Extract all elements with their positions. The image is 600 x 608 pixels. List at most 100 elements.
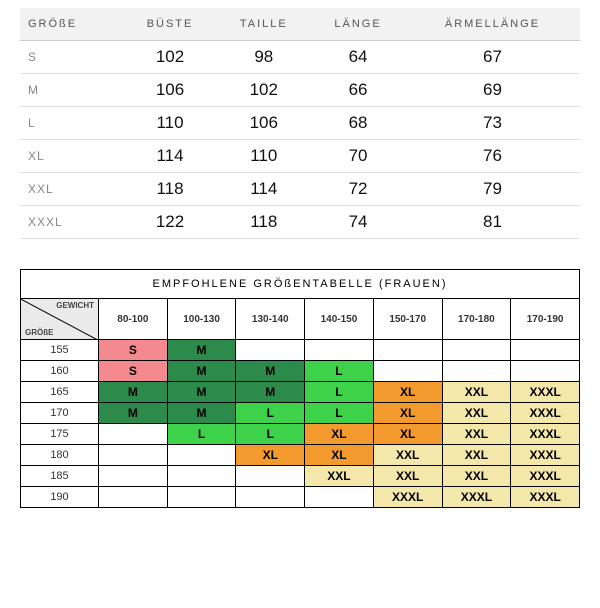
measurements-table: GRÖßE BÜSTE TAILLE LÄNGE ÄRMELLÄNGE S102…	[20, 8, 580, 239]
size-cell: M	[167, 340, 236, 361]
table-row: 175LLXLXLXXLXXXL	[21, 424, 580, 445]
size-cell: L	[236, 424, 305, 445]
diag-height-label: GRÖßE	[25, 328, 53, 337]
col-size: GRÖßE	[20, 8, 124, 41]
size-cell: M	[167, 403, 236, 424]
size-cell: XXXL	[511, 466, 580, 487]
bust-value: 114	[124, 140, 217, 173]
height-label: 170	[21, 403, 99, 424]
measurements-header-row: GRÖßE BÜSTE TAILLE LÄNGE ÄRMELLÄNGE	[20, 8, 580, 41]
size-cell	[442, 340, 511, 361]
col-waist: TAILLE	[216, 8, 311, 41]
size-cell	[305, 487, 374, 508]
length-value: 66	[311, 74, 405, 107]
sleeve-value: 76	[405, 140, 580, 173]
size-cell: S	[99, 340, 168, 361]
table-row: XXL1181147279	[20, 173, 580, 206]
height-label: 160	[21, 361, 99, 382]
bust-value: 122	[124, 206, 217, 239]
waist-value: 102	[216, 74, 311, 107]
weight-col: 100-130	[167, 299, 236, 340]
weight-col: 150-170	[373, 299, 442, 340]
length-value: 70	[311, 140, 405, 173]
size-cell: XXL	[442, 424, 511, 445]
size-cell	[99, 424, 168, 445]
size-cell: XXL	[442, 445, 511, 466]
size-cell: L	[305, 361, 374, 382]
table-row: XXXL1221187481	[20, 206, 580, 239]
waist-value: 114	[216, 173, 311, 206]
size-cell: XXXL	[511, 487, 580, 508]
size-cell: XXXL	[511, 445, 580, 466]
waist-value: 118	[216, 206, 311, 239]
size-value: XL	[20, 140, 124, 173]
size-cell: S	[99, 361, 168, 382]
size-cell: XL	[373, 382, 442, 403]
size-cell	[99, 445, 168, 466]
size-cell: XL	[236, 445, 305, 466]
size-cell	[305, 340, 374, 361]
height-label: 165	[21, 382, 99, 403]
waist-value: 106	[216, 107, 311, 140]
bust-value: 102	[124, 41, 217, 74]
size-cell	[236, 466, 305, 487]
sleeve-value: 81	[405, 206, 580, 239]
size-cell: XXXL	[511, 424, 580, 445]
table-row: 180XLXLXXLXXLXXXL	[21, 445, 580, 466]
size-cell: XXL	[442, 403, 511, 424]
height-label: 185	[21, 466, 99, 487]
table-row: 165MMMLXLXXLXXXL	[21, 382, 580, 403]
size-cell: XXL	[305, 466, 374, 487]
recommendation-table: EMPFOHLENE GRÖßENTABELLE (FRAUEN) GEWICH…	[20, 269, 580, 508]
size-cell: XL	[305, 445, 374, 466]
weight-col: 80-100	[99, 299, 168, 340]
table-row: M1061026669	[20, 74, 580, 107]
size-cell	[511, 340, 580, 361]
size-cell: M	[167, 382, 236, 403]
size-cell: L	[167, 424, 236, 445]
size-cell: M	[236, 382, 305, 403]
waist-value: 98	[216, 41, 311, 74]
recommendation-title-row: EMPFOHLENE GRÖßENTABELLE (FRAUEN)	[21, 270, 580, 299]
col-length: LÄNGE	[311, 8, 405, 41]
waist-value: 110	[216, 140, 311, 173]
size-value: S	[20, 41, 124, 74]
size-cell	[167, 445, 236, 466]
table-row: L1101066873	[20, 107, 580, 140]
size-cell: L	[236, 403, 305, 424]
size-cell	[236, 340, 305, 361]
table-row: 170MMLLXLXXLXXXL	[21, 403, 580, 424]
diag-header: GEWICHT GRÖßE	[21, 299, 99, 340]
table-row: XL1141107076	[20, 140, 580, 173]
length-value: 74	[311, 206, 405, 239]
size-cell: XXXL	[442, 487, 511, 508]
size-cell: M	[99, 403, 168, 424]
weight-col: 130-140	[236, 299, 305, 340]
size-cell: XXXL	[511, 382, 580, 403]
bust-value: 118	[124, 173, 217, 206]
size-cell: XL	[373, 403, 442, 424]
size-cell	[99, 466, 168, 487]
table-row: 160SMML	[21, 361, 580, 382]
size-cell: XXL	[373, 466, 442, 487]
size-cell: XXXL	[373, 487, 442, 508]
length-value: 72	[311, 173, 405, 206]
sleeve-value: 79	[405, 173, 580, 206]
length-value: 64	[311, 41, 405, 74]
size-cell: XL	[305, 424, 374, 445]
size-cell: M	[167, 361, 236, 382]
col-sleeve: ÄRMELLÄNGE	[405, 8, 580, 41]
sleeve-value: 69	[405, 74, 580, 107]
size-value: M	[20, 74, 124, 107]
size-cell	[167, 466, 236, 487]
size-cell	[99, 487, 168, 508]
size-cell: XXL	[442, 382, 511, 403]
height-label: 155	[21, 340, 99, 361]
length-value: 68	[311, 107, 405, 140]
height-label: 180	[21, 445, 99, 466]
table-row: S102986467	[20, 41, 580, 74]
weight-col: 170-190	[511, 299, 580, 340]
size-cell	[373, 340, 442, 361]
weight-header-row: GEWICHT GRÖßE 80-100 100-130 130-140 140…	[21, 299, 580, 340]
size-cell: XL	[373, 424, 442, 445]
